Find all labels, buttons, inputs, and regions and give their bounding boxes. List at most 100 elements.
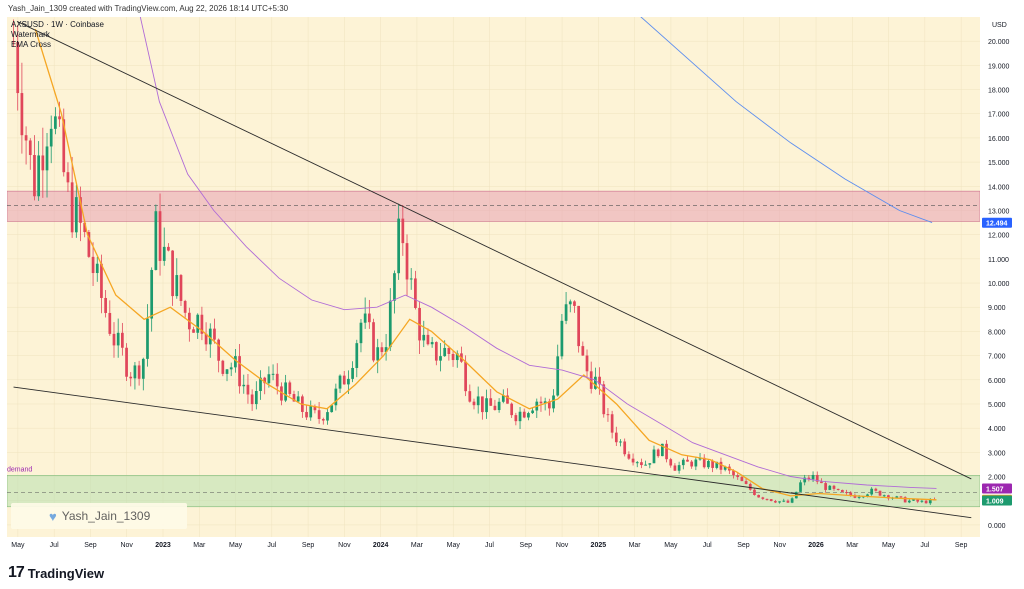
chart-area[interactable]: demand USD0.0001.0002.0003.0004.0005.000…: [6, 4, 1016, 552]
candle-body: [547, 401, 551, 409]
candle-body: [154, 211, 158, 270]
candle-body: [87, 232, 91, 257]
x-tick-label: May: [664, 542, 678, 549]
supply-zone: [6, 190, 981, 222]
candle-body: [464, 361, 467, 392]
candle-body: [254, 391, 258, 405]
x-tick-label: Jul: [703, 542, 712, 549]
candle-body: [510, 403, 514, 416]
ema_fast-line: [34, 28, 937, 501]
candle-body: [568, 301, 572, 305]
candle-body: [468, 391, 472, 402]
candle-body: [577, 305, 581, 347]
candle-body: [635, 462, 639, 464]
legend-watermark[interactable]: Watermark: [11, 30, 50, 39]
candle-body: [263, 377, 267, 384]
candle-body: [342, 375, 346, 385]
candle-body: [799, 482, 802, 492]
candle-body: [280, 386, 283, 401]
x-tick-label: May: [882, 542, 896, 549]
candle-body: [518, 411, 522, 422]
candle-body: [924, 500, 928, 504]
x-tick-label: Jul: [920, 542, 929, 549]
x-axis-panel: [7, 537, 980, 552]
candle-body: [422, 334, 426, 341]
x-axis[interactable]: May Jul Sep Nov 2023 Mar May Jul Sep Nov 2024 Mar Ma…: [7, 537, 980, 552]
price-chart[interactable]: demand USD0.0001.0002.0003.0004.0005.000…: [6, 4, 1016, 552]
candle-body: [481, 396, 484, 413]
x-tick-label: Nov: [774, 542, 787, 549]
candle-body: [774, 501, 777, 503]
candle-body: [204, 333, 208, 345]
y-tick-label: 11.000: [988, 257, 1009, 264]
candle-body: [614, 432, 618, 443]
x-tick-label: Nov: [338, 542, 351, 549]
candle-body: [807, 477, 811, 480]
candle-body: [192, 329, 195, 333]
candle-body: [669, 459, 673, 466]
tradingview-brand[interactable]: 17 TradingView: [8, 564, 104, 582]
candle-body: [769, 499, 773, 502]
candle-body: [694, 459, 698, 467]
candle-body: [455, 353, 459, 361]
x-tick-label: Jul: [485, 542, 494, 549]
candle-body: [640, 462, 643, 466]
candle-body: [100, 263, 103, 298]
price-label-box: [982, 495, 1012, 506]
y-tick-label: 10.000: [988, 281, 1010, 288]
candle-body: [602, 384, 606, 415]
candle-body: [267, 374, 271, 384]
x-tick-label: Mar: [193, 542, 206, 549]
candle-body: [598, 376, 601, 385]
candle-body: [275, 373, 279, 387]
x-tick-label: Sep: [302, 542, 315, 549]
header-attribution: Yash_Jain_1309 created with TradingView.…: [8, 4, 289, 13]
candle-body: [711, 460, 714, 468]
x-tick-label: 2025: [591, 542, 607, 549]
candle-body: [686, 459, 689, 462]
legend-ema-cross[interactable]: EMA Cross: [11, 40, 52, 49]
candle-body: [309, 406, 313, 418]
candle-body: [359, 322, 363, 344]
candle-body: [652, 449, 656, 464]
candle-body: [208, 328, 212, 345]
candle-body: [857, 496, 861, 498]
candle-body: [376, 347, 380, 361]
candle-body: [681, 459, 685, 466]
candle-body: [305, 411, 308, 418]
candle-body: [824, 483, 827, 490]
candle-body: [698, 457, 702, 460]
y-tick-label: 9.000: [988, 305, 1006, 312]
demand-zone-label: demand: [7, 466, 32, 473]
candle-body: [899, 496, 903, 498]
candle-body: [225, 369, 229, 374]
candle-body: [347, 378, 350, 385]
candle-body: [426, 334, 430, 345]
candle-body: [397, 218, 401, 274]
candle-body: [238, 356, 241, 387]
legend-symbol[interactable]: AXSUSD · 1W · Coinbase: [11, 20, 104, 29]
candle-body: [476, 396, 480, 406]
candle-body: [28, 140, 32, 156]
lower-trendline: [13, 386, 972, 519]
candle-body: [815, 474, 819, 482]
candle-body: [811, 474, 815, 480]
candle-body: [66, 172, 70, 183]
candle-body: [736, 475, 740, 478]
candle-body: [782, 500, 786, 502]
ema_slow-line: [137, 4, 937, 489]
y-axis[interactable]: USD0.0001.0002.0003.0004.0005.0006.0007.…: [980, 17, 1016, 552]
x-tick-label: May: [447, 542, 461, 549]
candle-body: [619, 441, 622, 443]
y-tick-label: 20.000: [988, 39, 1010, 46]
y-tick-label: 17.000: [988, 112, 1010, 119]
brand-name: TradingView: [27, 565, 105, 581]
candle-body: [493, 405, 497, 411]
candle-body: [882, 495, 886, 497]
candle-body: [259, 377, 262, 392]
candle-body: [196, 314, 200, 333]
candle-body: [870, 488, 874, 495]
candle-body: [497, 401, 501, 411]
candle-body: [388, 300, 392, 348]
candle-body: [430, 342, 434, 345]
